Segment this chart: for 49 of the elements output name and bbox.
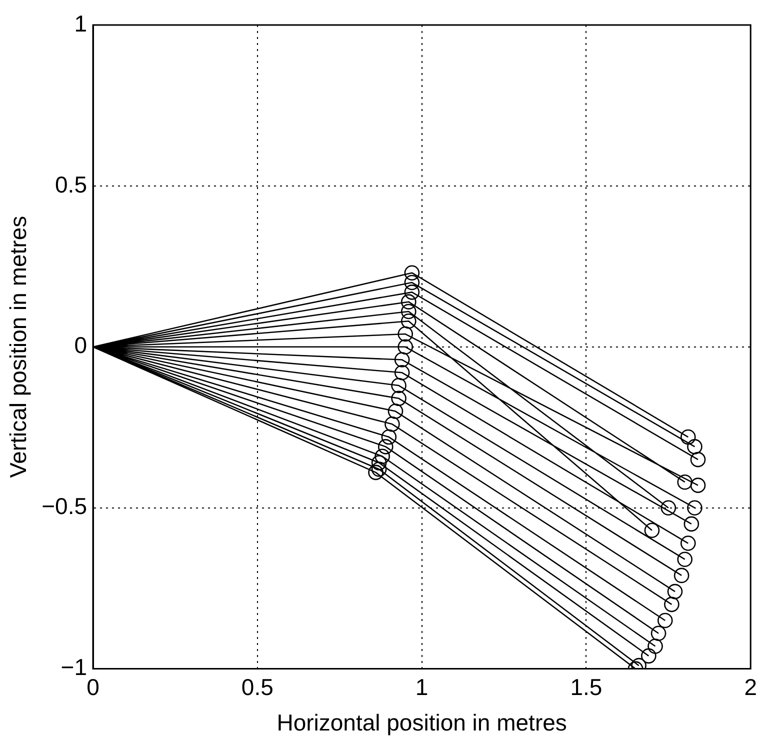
point xyxy=(644,522,660,538)
point xyxy=(687,500,702,516)
y-tick-label: −0.5 xyxy=(42,493,88,520)
point xyxy=(404,284,420,300)
y-tick-label: 0.5 xyxy=(55,171,88,198)
point xyxy=(648,638,663,654)
point xyxy=(371,455,387,470)
y-tick-label: 0 xyxy=(74,332,88,358)
y-tick-label: 1 xyxy=(74,10,88,36)
point xyxy=(664,596,680,612)
x-axis-title: Horizontal position in metres xyxy=(276,710,567,736)
point xyxy=(641,648,656,664)
point xyxy=(674,568,690,584)
point xyxy=(684,516,700,532)
point xyxy=(690,452,706,468)
point xyxy=(368,464,384,480)
x-tick-label: 1.5 xyxy=(570,674,602,700)
point xyxy=(650,626,666,642)
point xyxy=(401,294,416,310)
point xyxy=(404,265,420,281)
point xyxy=(660,500,676,516)
point xyxy=(394,352,410,368)
point xyxy=(680,429,696,445)
point xyxy=(657,612,673,628)
point xyxy=(384,416,400,432)
point xyxy=(391,390,406,406)
point xyxy=(401,304,416,320)
point xyxy=(677,552,692,568)
x-tick-label: 2 xyxy=(744,674,758,700)
point xyxy=(394,365,410,380)
point xyxy=(374,448,390,464)
point xyxy=(378,439,394,454)
point xyxy=(401,314,416,329)
point xyxy=(404,274,420,290)
point xyxy=(388,404,404,419)
point xyxy=(381,429,397,445)
point xyxy=(371,462,387,477)
point xyxy=(690,478,706,493)
y-tick-label: −1 xyxy=(60,654,88,680)
y-axis-title: Vertical position in metres xyxy=(5,216,32,478)
point xyxy=(667,584,683,600)
point xyxy=(677,474,692,490)
point xyxy=(398,326,414,342)
x-tick-label: 1 xyxy=(415,674,428,700)
point xyxy=(680,536,696,551)
point xyxy=(391,378,406,394)
point xyxy=(687,439,702,454)
point xyxy=(398,339,414,355)
x-tick-label: 0.5 xyxy=(241,674,274,700)
